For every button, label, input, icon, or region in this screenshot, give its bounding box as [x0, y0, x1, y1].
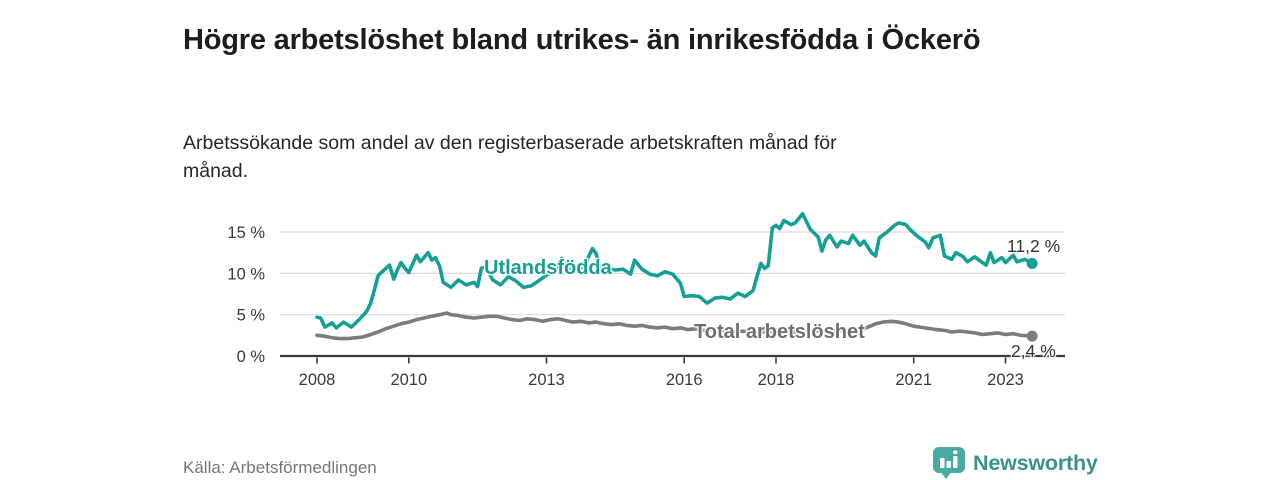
- end-value-label-utlandsfodda: 11,2 %: [1007, 236, 1061, 256]
- x-tick-label: 2010: [390, 371, 427, 389]
- x-tick-label: 2021: [895, 371, 932, 389]
- x-tick-label: 2023: [987, 371, 1024, 389]
- newsworthy-wordmark: Newsworthy: [973, 450, 1098, 475]
- page-title: Högre arbetslöshet bland utrikes- än inr…: [183, 24, 981, 57]
- y-tick-label: 0 %: [237, 348, 266, 366]
- x-tick-label: 2013: [528, 371, 565, 389]
- series-line-total: [315, 311, 1034, 341]
- x-tick-label: 2008: [299, 371, 336, 389]
- newsworthy-bar-chart-bubble-icon: [933, 447, 965, 479]
- series-end-dot-total: [1026, 330, 1038, 342]
- series-label-utlandsfodda: Utlandsfödda: [484, 257, 612, 279]
- x-tick-label: 2018: [758, 371, 795, 389]
- y-tick-label: 10 %: [227, 265, 265, 283]
- source-note: Källa: Arbetsförmedlingen: [183, 458, 377, 477]
- chart-area: 0 % 5 % 10 % 15 % 2008 2010 2013 2016 2018 2021 20…: [180, 195, 1100, 410]
- end-value-label-total: 2,4 %: [1011, 341, 1056, 361]
- series-line-utlandsfodda: [315, 211, 1034, 330]
- series-label-total-arbetsloshet: Total arbetslöshet: [694, 321, 865, 343]
- x-tick-label: 2016: [666, 371, 703, 389]
- y-tick-label: 15 %: [227, 224, 265, 242]
- series-end-dot-utlandsfodda: [1026, 257, 1038, 269]
- y-tick-label: 5 %: [237, 307, 266, 325]
- newsworthy-logo: Newsworthy: [932, 446, 1098, 480]
- chart-subtitle: Arbetssökande som andel av den registerb…: [183, 131, 837, 182]
- unemployment-line-chart: 0 % 5 % 10 % 15 % 2008 2010 2013 2016 2018 2021 20…: [227, 211, 1065, 389]
